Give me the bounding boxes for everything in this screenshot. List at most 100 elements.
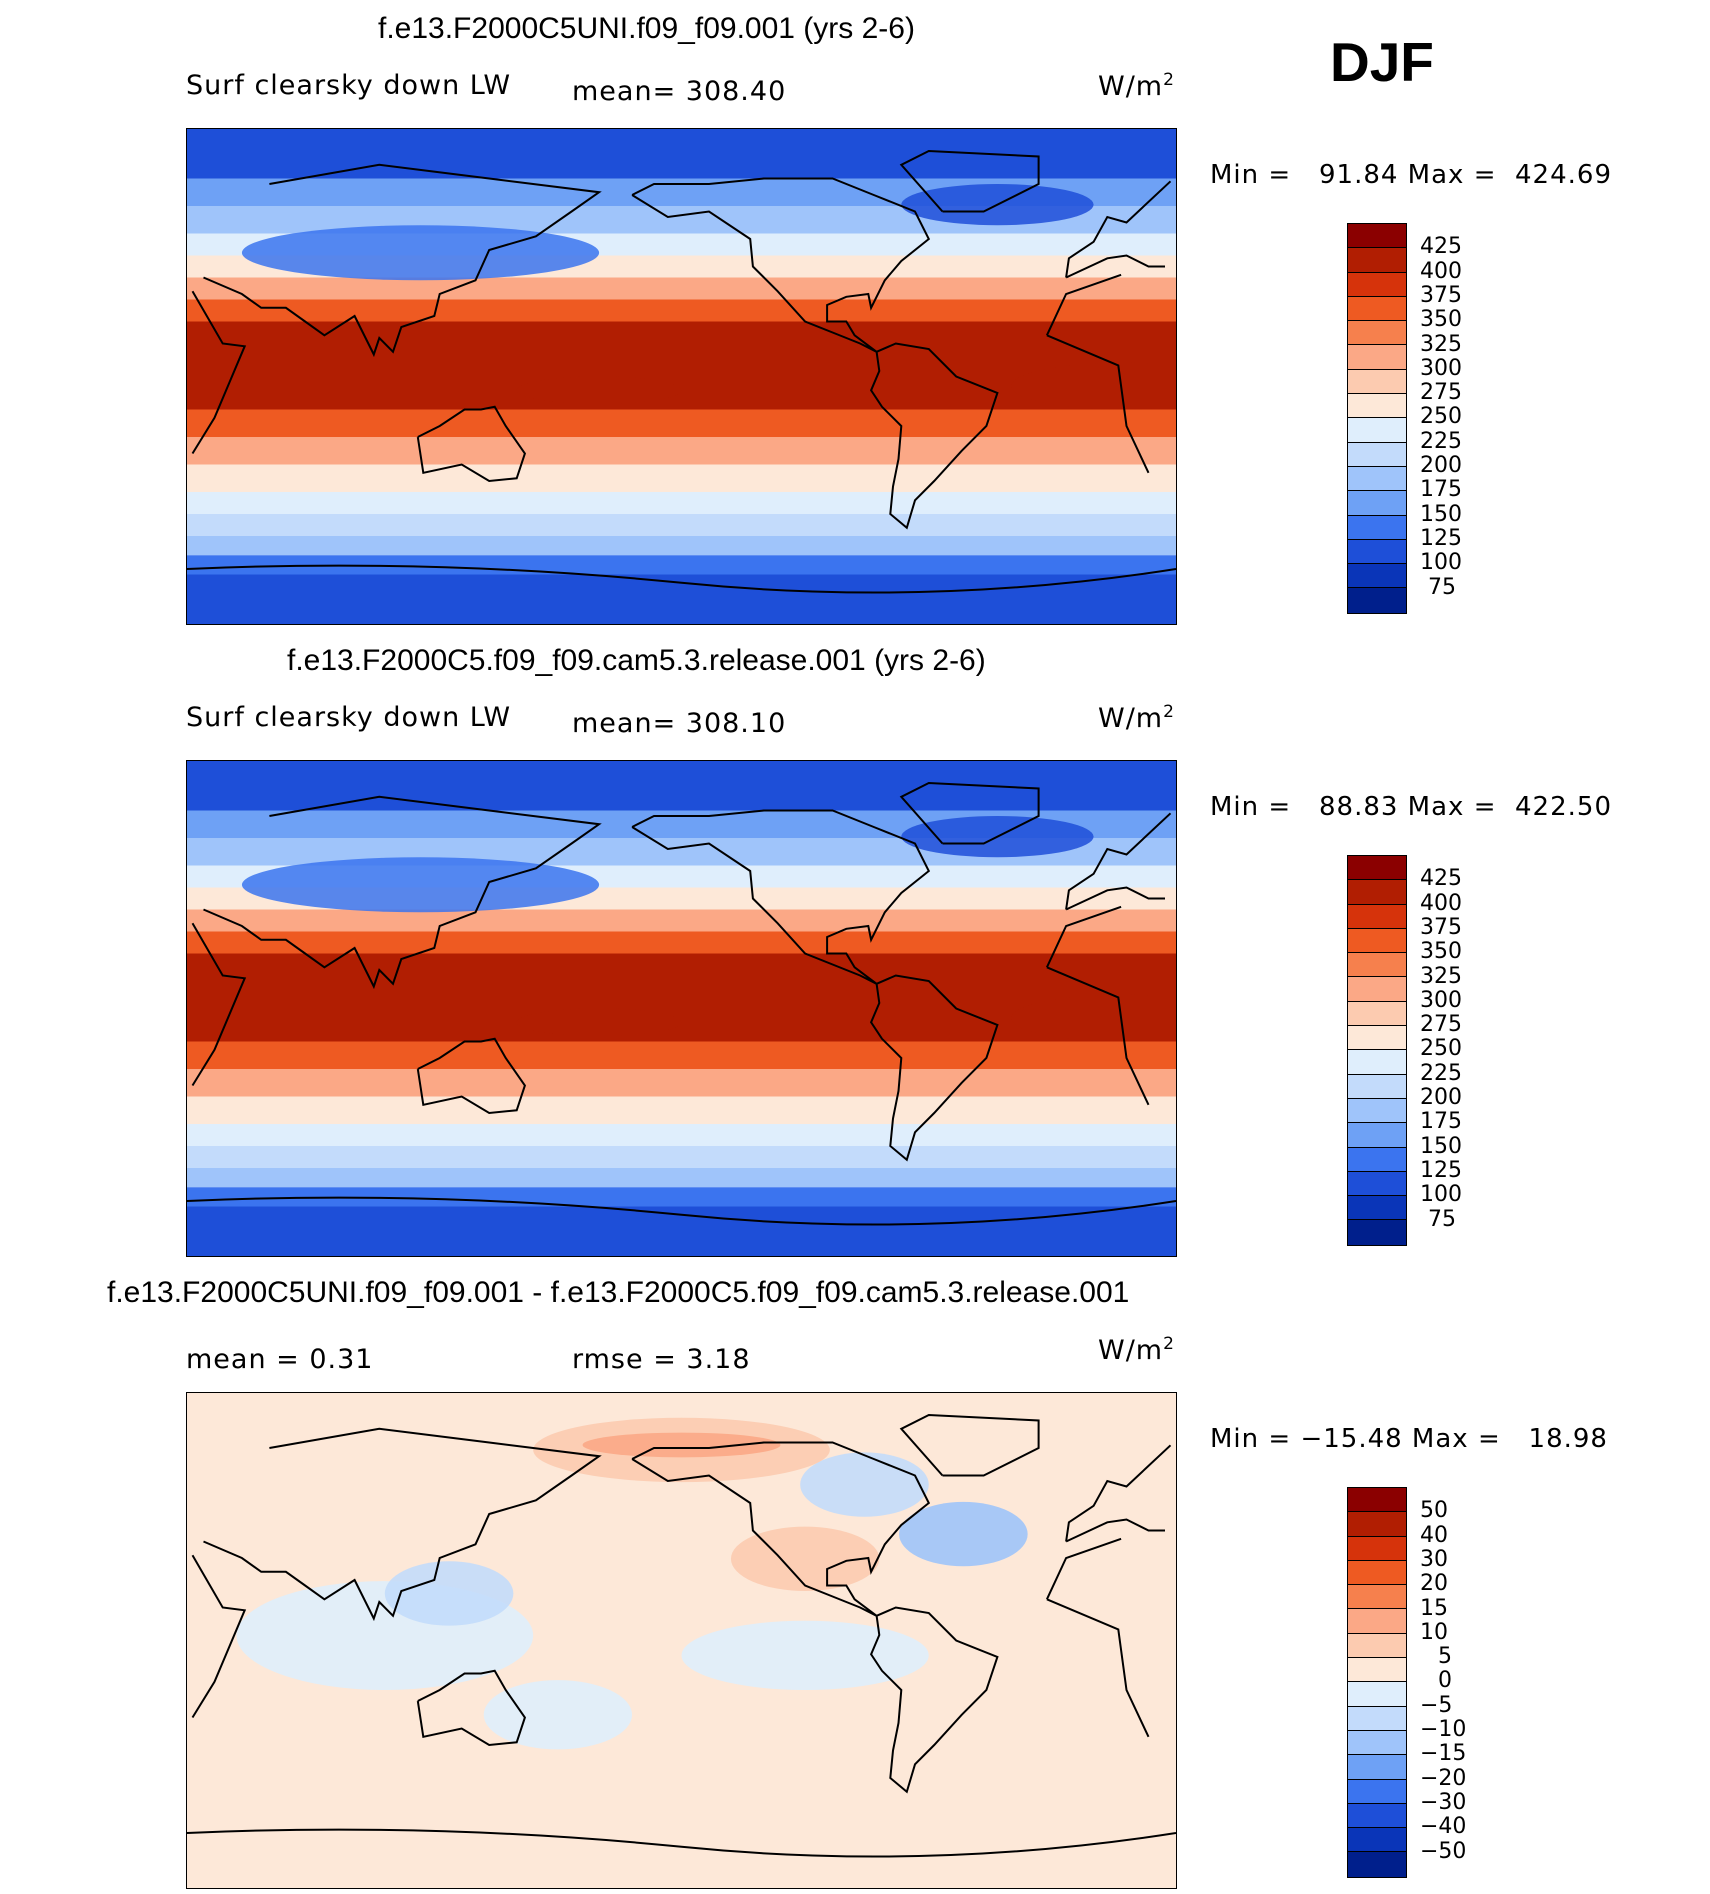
colorbar-tick-label: 250 bbox=[1420, 1036, 1462, 1062]
units-label: W/m2 bbox=[1098, 70, 1175, 102]
contour-band bbox=[187, 464, 1176, 492]
contour-band bbox=[187, 536, 1176, 556]
colorbar-swatch bbox=[1348, 515, 1406, 540]
season-label: DJF bbox=[1330, 31, 1434, 93]
contour-band bbox=[187, 437, 1176, 465]
coastlines bbox=[187, 781, 1176, 1226]
colorbar-swatch bbox=[1348, 1147, 1406, 1172]
colorbar-swatch bbox=[1348, 1852, 1406, 1877]
colorbar bbox=[1347, 1487, 1407, 1878]
colorbar-swatch bbox=[1348, 248, 1406, 273]
colorbar-tick-label: 350 bbox=[1420, 939, 1462, 965]
colorbar-swatch bbox=[1348, 1609, 1406, 1634]
colorbar-swatch bbox=[1348, 904, 1406, 929]
colorbar-tick-label: 375 bbox=[1420, 914, 1462, 940]
colorbar-swatch bbox=[1348, 953, 1406, 978]
colorbar-tick-label: 50 bbox=[1420, 1498, 1448, 1524]
colorbar-tick-label: 325 bbox=[1420, 963, 1462, 989]
colorbar-swatch bbox=[1348, 1098, 1406, 1124]
contour-band bbox=[187, 1146, 1176, 1168]
colorbar-tick-label: 350 bbox=[1420, 307, 1462, 333]
contour-blob bbox=[516, 1008, 682, 1036]
colorbar-swatch bbox=[1348, 1050, 1406, 1075]
colorbar-swatch bbox=[1348, 1779, 1406, 1804]
units-label: W/m2 bbox=[1098, 1334, 1175, 1366]
contour-band bbox=[187, 277, 1176, 300]
map-plot bbox=[186, 1392, 1177, 1889]
contour-band bbox=[187, 514, 1176, 536]
contour-blob bbox=[241, 225, 600, 281]
colorbar-tick-label: 375 bbox=[1420, 282, 1462, 308]
colorbar-swatch bbox=[1348, 1220, 1406, 1245]
colorbar-swatch bbox=[1348, 1730, 1406, 1756]
coastlines bbox=[187, 149, 1176, 594]
panel-title: f.e13.F2000C5UNI.f09_f09.001 - f.e13.F20… bbox=[107, 1276, 1130, 1309]
colorbar-swatch bbox=[1348, 564, 1406, 589]
contour-band bbox=[187, 1168, 1176, 1188]
min-max-label: Min = 91.84 Max = 424.69 bbox=[1210, 160, 1612, 190]
coastlines bbox=[187, 1413, 1176, 1858]
units-text: W/m bbox=[1098, 703, 1164, 734]
contour-band bbox=[187, 409, 1176, 437]
colorbar-tick-label: 75 bbox=[1428, 574, 1456, 600]
colorbar-swatch bbox=[1348, 466, 1406, 492]
mean-label: mean = 0.31 bbox=[186, 1344, 374, 1375]
colorbar-tick-label: 150 bbox=[1420, 501, 1462, 527]
contour-blob bbox=[1011, 362, 1176, 410]
contour-blob bbox=[384, 1561, 514, 1626]
colorbar-swatch bbox=[1348, 491, 1406, 516]
mean-label: mean= 308.40 bbox=[572, 76, 787, 107]
colorbar bbox=[1347, 855, 1407, 1246]
colorbar-tick-label: −20 bbox=[1420, 1765, 1467, 1791]
colorbar-tick-label: 125 bbox=[1420, 525, 1462, 551]
colorbar-tick-label: 30 bbox=[1420, 1546, 1448, 1572]
map-canvas bbox=[187, 1393, 1176, 1888]
colorbar-tick-label: 200 bbox=[1420, 453, 1462, 478]
contour-band bbox=[187, 1096, 1176, 1124]
colorbar-tick-label: 10 bbox=[1420, 1619, 1448, 1645]
colorbar-swatch bbox=[1348, 296, 1406, 322]
colorbar-swatch bbox=[1348, 272, 1406, 297]
contour-blob bbox=[1011, 994, 1176, 1042]
colorbar-tick-label: −40 bbox=[1420, 1814, 1467, 1840]
colorbar-swatch bbox=[1348, 1706, 1406, 1731]
colorbar-swatch bbox=[1348, 1828, 1406, 1853]
colorbar-swatch bbox=[1348, 1560, 1406, 1586]
colorbar-swatch bbox=[1348, 369, 1406, 395]
colorbar-tick-label: 20 bbox=[1420, 1571, 1448, 1597]
panel-title: f.e13.F2000C5UNI.f09_f09.001 (yrs 2-6) bbox=[378, 12, 915, 45]
contour-band bbox=[187, 129, 1176, 179]
colorbar-swatch bbox=[1348, 977, 1406, 1002]
colorbar-swatch bbox=[1348, 1171, 1406, 1197]
contour-blob bbox=[899, 1501, 1028, 1567]
colorbar-swatch bbox=[1348, 1658, 1406, 1683]
contour-band bbox=[187, 1187, 1176, 1207]
rmse-label: rmse = 3.18 bbox=[572, 1344, 751, 1375]
colorbar-tick-label: 0 bbox=[1438, 1668, 1452, 1694]
min-max-label: Min = 88.83 Max = 422.50 bbox=[1210, 792, 1612, 822]
colorbar-tick-label: −50 bbox=[1420, 1838, 1467, 1864]
colorbar-tick-label: 300 bbox=[1420, 355, 1462, 381]
map-canvas bbox=[187, 129, 1176, 624]
contour-band bbox=[187, 953, 1176, 1042]
units-superscript: 2 bbox=[1163, 702, 1175, 722]
units-superscript: 2 bbox=[1163, 1334, 1175, 1354]
contour-band bbox=[187, 321, 1176, 410]
map-canvas bbox=[187, 761, 1176, 1256]
colorbar-tick-label: 425 bbox=[1420, 234, 1462, 260]
contour-blob bbox=[730, 1526, 880, 1591]
colorbar-tick-label: 325 bbox=[1420, 331, 1462, 357]
units-text: W/m bbox=[1098, 1335, 1164, 1366]
contour-blob bbox=[681, 1620, 929, 1690]
colorbar-swatch bbox=[1348, 418, 1406, 443]
colorbar-tick-label: 175 bbox=[1420, 1109, 1462, 1135]
contour-band bbox=[187, 492, 1176, 514]
panel-title: f.e13.F2000C5.f09_f09.cam5.3.release.001… bbox=[287, 644, 986, 677]
colorbar-swatch bbox=[1348, 1536, 1406, 1561]
colorbar-tick-label: 40 bbox=[1420, 1522, 1448, 1548]
panel-model-uni: f.e13.F2000C5UNI.f09_f09.001 (yrs 2-6) S… bbox=[0, 0, 1710, 630]
colorbar-tick-label: 425 bbox=[1420, 866, 1462, 892]
colorbar-swatch bbox=[1348, 1001, 1406, 1027]
colorbar-swatch bbox=[1348, 394, 1406, 419]
colorbar-swatch bbox=[1348, 539, 1406, 565]
